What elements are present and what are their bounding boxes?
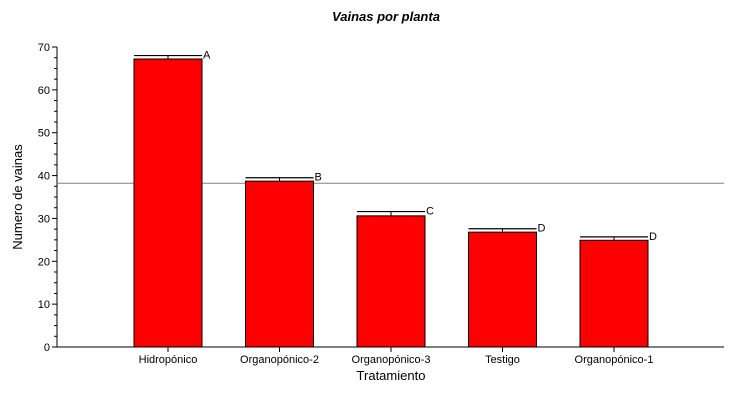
bar-1	[133, 58, 203, 348]
x-axis-ticks: Hidropónico Organopónico-2 Organopónico-3 T…	[139, 347, 654, 366]
y-tick-label: 70	[38, 42, 50, 54]
significance-letter: C	[426, 206, 434, 218]
significance-letter: D	[538, 223, 546, 235]
bar-2	[245, 180, 314, 348]
y-tick-label: 0	[44, 342, 50, 354]
bars: A B C D D	[133, 50, 657, 348]
bar-3	[356, 215, 426, 348]
bar-4	[468, 231, 537, 348]
y-tick-label: 50	[38, 128, 50, 140]
x-tick-label: Hidropónico	[139, 354, 198, 366]
significance-letter: B	[315, 172, 322, 184]
x-axis-title: Tratamiento	[357, 368, 426, 383]
chart-title: Vainas por planta	[332, 9, 440, 24]
x-tick-label: Organopónico-2	[240, 354, 319, 366]
x-tick-label: Testigo	[485, 354, 520, 366]
y-tick-label: 20	[38, 256, 50, 268]
significance-letter: D	[649, 231, 657, 243]
y-tick-label: 40	[38, 171, 50, 183]
x-tick-label: Organopónico-1	[575, 354, 654, 366]
bar-5	[579, 239, 649, 348]
y-axis-title: Numero de vainas	[10, 144, 25, 250]
y-axis-ticks: 0 10 20 30 40 50 60 70	[38, 42, 57, 354]
y-tick-label: 60	[38, 85, 50, 97]
y-tick-label: 30	[38, 213, 50, 225]
x-tick-label: Organopónico-3	[352, 354, 431, 366]
y-tick-label: 10	[38, 299, 50, 311]
significance-letter: A	[203, 50, 211, 62]
